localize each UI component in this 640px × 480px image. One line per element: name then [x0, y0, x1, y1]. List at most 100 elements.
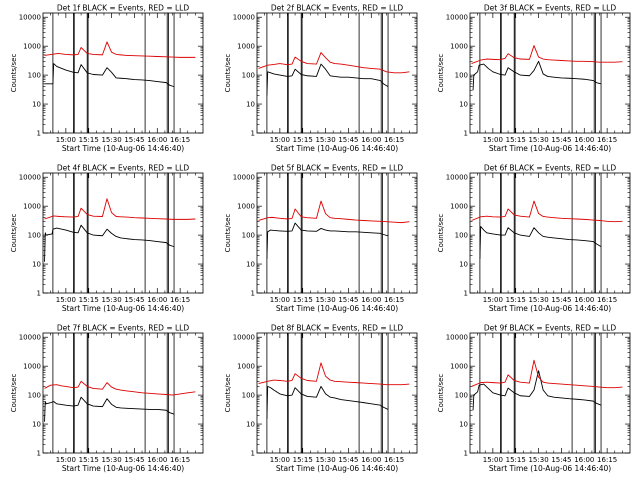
y-tick-label: 1 [464, 290, 468, 298]
x-tick-label: 15:30 [315, 296, 335, 304]
y-tick-label: 1 [251, 290, 255, 298]
y-tick-label: 100 [455, 72, 468, 80]
series-line-lld [471, 200, 623, 223]
x-tick-label: 16:00 [574, 296, 594, 304]
plot-frame [42, 332, 204, 454]
series-line-events [472, 370, 602, 411]
x-tick-label: 15:00 [56, 296, 76, 304]
x-tick-label: 15:15 [293, 296, 313, 304]
x-tick-label: 15:15 [293, 456, 313, 464]
x-tick-label: 16:15 [597, 456, 617, 464]
plot-frame [42, 12, 204, 134]
series-line-events [479, 225, 602, 259]
x-tick-label: 15:45 [551, 296, 571, 304]
y-tick-label: 1000 [237, 203, 255, 211]
y-tick-label: 100 [242, 392, 255, 400]
series-line-events [44, 63, 175, 88]
x-axis-label: Start Time (10-Aug-06 14:46:40) [62, 304, 184, 313]
series-line-lld [44, 41, 196, 58]
y-tick-label: 1000 [237, 363, 255, 371]
x-tick-label: 15:00 [270, 136, 290, 144]
y-tick-label: 100 [242, 72, 255, 80]
x-tick-label: 16:00 [574, 136, 594, 144]
x-tick-label: 15:15 [506, 136, 526, 144]
y-tick-label: 1 [37, 290, 41, 298]
y-tick-label: 100 [28, 392, 41, 400]
x-tick-label: 16:15 [384, 136, 404, 144]
x-tick-label: 15:15 [293, 136, 313, 144]
x-tick-label: 16:00 [361, 136, 381, 144]
chart-panel-1: Det 1f BLACK = Events, RED = LLD 1 10 100 10… [10, 4, 204, 153]
x-axis-label: Start Time (10-Aug-06 14:46:40) [62, 144, 184, 153]
x-tick-label: 15:45 [551, 136, 571, 144]
x-tick-label: 16:15 [597, 296, 617, 304]
y-tick-label: 100 [28, 72, 41, 80]
x-axis-label: Start Time (10-Aug-06 14:46:40) [276, 464, 398, 473]
y-tick-label: 100 [28, 232, 41, 240]
y-tick-label: 10 [246, 421, 255, 429]
y-axis-label: Counts/sec [224, 54, 232, 93]
y-tick-label: 10 [246, 261, 255, 269]
chart-panel-4: Det 4f BLACK = Events, RED = LLD 1 10 100 10… [10, 164, 204, 313]
series-line-lld [44, 380, 196, 396]
x-tick-label: 15:45 [124, 456, 144, 464]
y-tick-label: 10 [246, 101, 255, 109]
x-tick-label: 16:15 [597, 136, 617, 144]
series-line-events [44, 224, 175, 262]
x-tick-label: 15:00 [483, 456, 503, 464]
y-axis-label: Counts/sec [224, 374, 232, 413]
y-tick-label: 10 [32, 421, 41, 429]
chart-title: Det 4f BLACK = Events, RED = LLD [57, 164, 190, 173]
x-tick-label: 16:15 [170, 136, 190, 144]
y-tick-label: 10 [32, 261, 41, 269]
x-tick-label: 15:45 [338, 456, 358, 464]
plot-frame [469, 12, 631, 134]
series-line-lld [471, 45, 623, 65]
y-tick-label: 10000 [233, 174, 255, 182]
y-axis-label: Counts/sec [10, 374, 18, 413]
y-tick-label: 1 [251, 130, 255, 138]
x-tick-label: 15:30 [528, 296, 548, 304]
x-axis-label: Start Time (10-Aug-06 14:46:40) [489, 464, 611, 473]
chart-title: Det 1f BLACK = Events, RED = LLD [57, 4, 190, 13]
plot-frame [256, 332, 418, 454]
y-tick-label: 1 [464, 450, 468, 458]
x-tick-label: 15:45 [551, 456, 571, 464]
x-tick-label: 15:00 [56, 456, 76, 464]
x-tick-label: 15:30 [101, 296, 121, 304]
x-tick-label: 15:45 [338, 136, 358, 144]
plot-frame [469, 332, 631, 454]
x-axis-label: Start Time (10-Aug-06 14:46:40) [489, 144, 611, 153]
y-tick-label: 100 [455, 392, 468, 400]
x-tick-label: 16:00 [147, 296, 167, 304]
y-tick-label: 1 [37, 450, 41, 458]
y-tick-label: 10000 [19, 14, 41, 22]
chart-title: Det 8f BLACK = Events, RED = LLD [271, 324, 404, 333]
series-line-lld [471, 359, 623, 389]
x-tick-label: 15:00 [483, 136, 503, 144]
x-tick-label: 15:00 [56, 136, 76, 144]
x-tick-label: 16:15 [170, 296, 190, 304]
y-tick-label: 10000 [446, 14, 468, 22]
x-tick-label: 15:45 [338, 296, 358, 304]
x-tick-label: 15:30 [101, 456, 121, 464]
x-tick-label: 15:30 [101, 136, 121, 144]
x-tick-label: 15:45 [124, 296, 144, 304]
chart-title: Det 5f BLACK = Events, RED = LLD [271, 164, 404, 173]
y-axis-label: Counts/sec [437, 54, 445, 93]
chart-title: Det 2f BLACK = Events, RED = LLD [271, 4, 404, 13]
y-tick-label: 1000 [23, 203, 41, 211]
x-tick-label: 16:00 [147, 136, 167, 144]
y-tick-label: 1 [37, 130, 41, 138]
x-tick-label: 15:00 [270, 296, 290, 304]
y-axis-label: Counts/sec [224, 214, 232, 253]
chart-panel-7: Det 7f BLACK = Events, RED = LLD 1 10 100 10… [10, 324, 204, 473]
y-tick-label: 10 [459, 101, 468, 109]
chart-title: Det 6f BLACK = Events, RED = LLD [484, 164, 617, 173]
series-line-events [472, 60, 602, 91]
y-axis-label: Counts/sec [10, 54, 18, 93]
y-tick-label: 100 [455, 232, 468, 240]
y-tick-label: 1000 [237, 43, 255, 51]
x-tick-label: 16:00 [147, 456, 167, 464]
chart-panel-2: Det 2f BLACK = Events, RED = LLD 1 10 100 10… [224, 4, 418, 153]
